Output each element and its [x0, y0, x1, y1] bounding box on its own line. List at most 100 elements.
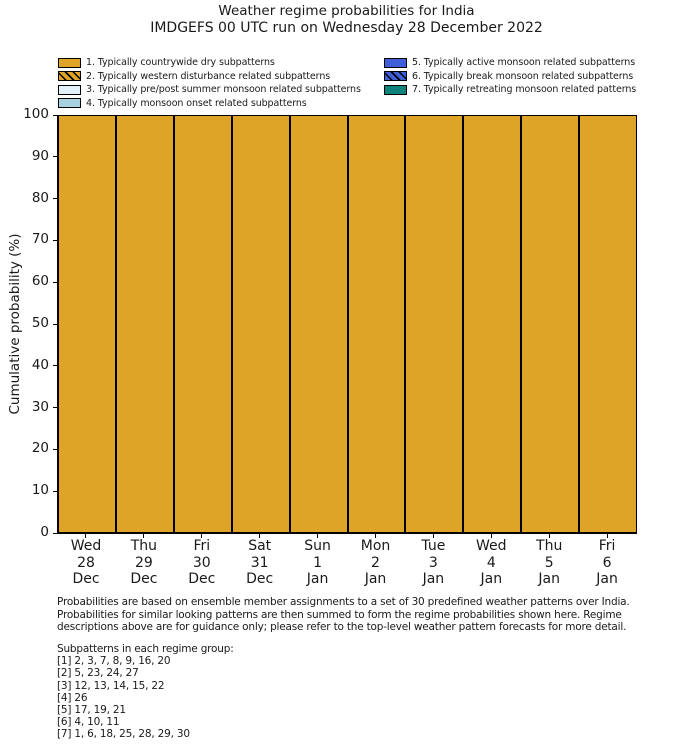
y-tick-label-30: 30	[31, 398, 49, 415]
x-tick-label-line: Jan	[306, 571, 329, 587]
x-tick-label-thu-5: Thu 5 Jan	[520, 538, 578, 588]
bar-segment	[463, 115, 522, 533]
y-tick-mark	[53, 365, 57, 367]
x-tick-mark	[548, 534, 550, 538]
x-tick-label-line: 5	[544, 554, 554, 571]
x-tick-label-line: Thu	[536, 538, 563, 554]
x-tick-label-line: Dec	[130, 571, 158, 587]
x-tick-label-wed-4: Wed 4 Jan	[462, 538, 520, 588]
x-tick-label-line: 4	[486, 554, 496, 571]
legend-swatch-icon	[384, 84, 407, 95]
legend-swatch-icon	[58, 98, 81, 109]
chart-subtitle: IMDGEFS 00 UTC run on Wednesday 28 Decem…	[150, 20, 543, 36]
legend-swatch-icon	[58, 71, 81, 82]
x-tick-label-sun-1: Sun 1 Jan	[289, 538, 347, 588]
x-tick-label-line: Fri	[193, 538, 211, 554]
legend-item-1: 1. Typically countrywide dry subpatterns	[58, 57, 384, 68]
legend-item-5: 5. Typically active monsoon related subp…	[384, 57, 700, 68]
x-tick-label-line: 3	[428, 554, 438, 571]
x-tick-label-wed-28: Wed 28 Dec	[57, 538, 115, 588]
x-tick-mark	[606, 534, 608, 538]
bar-wed-28-dec	[58, 115, 116, 533]
y-tick-label-0: 0	[40, 524, 49, 540]
x-tick-label-mon-2: Mon 2 Jan	[347, 538, 405, 588]
x-tick-label-line: 29	[134, 554, 153, 571]
x-tick-label-line: Jan	[538, 571, 560, 587]
x-tick-label-line: Mon	[360, 538, 391, 554]
y-tick-label-80: 80	[31, 189, 49, 206]
legend-label: 4. Typically monsoon onset related subpa…	[86, 97, 307, 109]
subpattern-line: [3] 12, 13, 14, 15, 22	[57, 679, 165, 692]
footnote-line: Probabilities are based on ensemble memb…	[57, 596, 630, 608]
legend-swatch-icon	[384, 71, 407, 82]
subpattern-line: [6] 4, 10, 11	[57, 716, 120, 729]
legend-item-4: 4. Typically monsoon onset related subpa…	[58, 98, 384, 109]
y-tick-label-40: 40	[31, 356, 49, 373]
y-tick-label-70: 70	[31, 231, 49, 248]
x-tick-label-line: Jan	[364, 571, 387, 587]
x-tick-label-line: Sun	[304, 538, 331, 554]
y-tick-mark	[53, 281, 57, 283]
x-tick-label-fri-30: Fri 30 Dec	[173, 538, 231, 588]
x-tick-label-line: Tue	[421, 538, 446, 554]
bar-segment	[347, 115, 406, 533]
bar-wed-4-jan	[463, 115, 522, 533]
y-tick-label-10: 10	[31, 482, 49, 499]
x-tick-label-line: Wed	[70, 538, 102, 554]
x-tick-label-line: Jan	[480, 571, 503, 587]
bar-sun-1-jan	[289, 115, 348, 533]
x-tick-label-thu-29: Thu 29 Dec	[115, 538, 173, 588]
y-tick-mark	[53, 490, 57, 492]
subpattern-list-header: Subpatterns in each regime group:	[57, 643, 234, 655]
x-tick-label-line: 31	[250, 554, 269, 571]
footnote-text: Probabilities are based on ensemble memb…	[57, 596, 630, 634]
x-tick-label-line: Sat	[248, 538, 272, 554]
x-tick-label-line: 2	[371, 554, 380, 571]
y-tick-label-100: 100	[23, 106, 49, 122]
chart-title: Weather regime probabilities for India	[218, 3, 475, 19]
bar-mon-2-jan	[347, 115, 406, 533]
y-tick-mark	[53, 532, 57, 534]
bar-fri-30-dec	[173, 115, 232, 533]
x-tick-label-line: 28	[77, 554, 95, 571]
x-tick-label-line: Dec	[72, 571, 100, 587]
legend-item-3: 3. Typically pre/post summer monsoon rel…	[58, 84, 384, 95]
bar-segment	[115, 115, 174, 533]
footnote-line: descriptions above are for guidance only…	[57, 621, 627, 634]
y-tick-label-90: 90	[31, 147, 49, 164]
legend-label: 6. Typically break monsoon related subpa…	[412, 70, 634, 82]
x-tick-label-line: 6	[602, 554, 612, 571]
subpattern-line: [5] 17, 19, 21	[57, 704, 126, 717]
legend-item-2: 2. Typically western disturbance related…	[58, 71, 384, 82]
x-tick-label-fri-6: Fri 6 Jan	[578, 538, 636, 588]
x-tick-mark	[317, 534, 319, 538]
legend-swatch-icon	[58, 57, 81, 68]
x-tick-label-line: 1	[313, 554, 323, 571]
x-tick-mark	[85, 534, 87, 538]
x-tick-label-line: Dec	[246, 571, 274, 587]
y-tick-label-20: 20	[31, 440, 49, 457]
legend-label: 2. Typically western disturbance related…	[86, 70, 331, 82]
x-tick-label-line: Wed	[476, 538, 507, 554]
footnote-line: Probabilities for similar looking patter…	[57, 608, 622, 621]
y-tick-mark	[53, 156, 57, 158]
x-tick-label-tue-3: Tue 3 Jan	[404, 538, 462, 588]
legend-item-7: 7. Typically retreating monsoon related …	[384, 84, 700, 95]
bar-segment	[405, 115, 464, 533]
x-tick-label-line: Thu	[130, 538, 158, 554]
bar-series-container	[58, 115, 638, 533]
subpattern-line: [4] 26	[57, 691, 88, 704]
x-tick-label-line: 30	[192, 554, 211, 571]
subpattern-line: [2] 5, 23, 24, 27	[57, 667, 139, 680]
subpattern-line: [1] 2, 3, 7, 8, 9, 16, 20	[57, 655, 171, 668]
subpattern-line: [7] 1, 6, 18, 25, 28, 29, 30	[57, 728, 190, 741]
bar-tue-3-jan	[405, 115, 464, 533]
x-tick-mark	[259, 534, 261, 538]
bar-segment	[579, 115, 638, 533]
x-tick-label-line: Fri	[598, 538, 616, 554]
x-tick-label-sat-31: Sat 31 Dec	[231, 538, 289, 588]
y-tick-mark	[53, 114, 57, 116]
legend-label: 7. Typically retreating monsoon related …	[412, 84, 637, 96]
legend-swatch-icon	[58, 84, 81, 95]
